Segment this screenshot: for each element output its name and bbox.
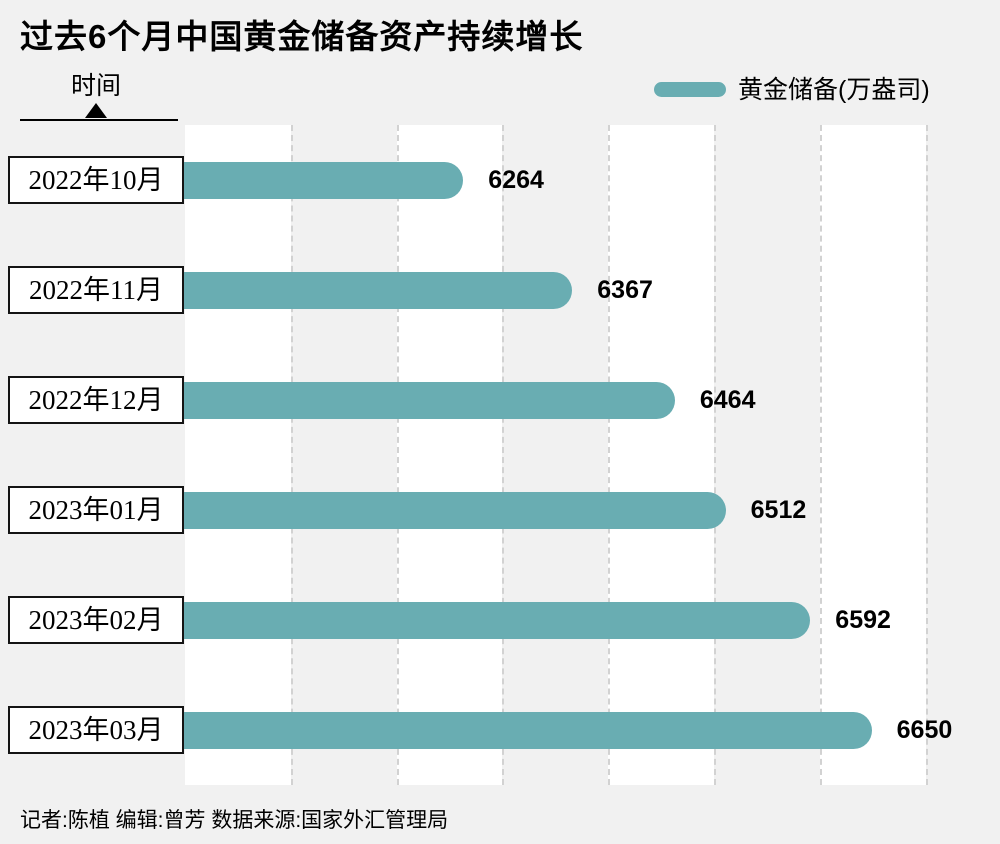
plot-stripe (819, 125, 926, 785)
gold-reserve-bar (184, 712, 872, 749)
category-label: 2023年01月 (8, 486, 184, 534)
value-label: 6592 (835, 606, 891, 634)
plot-area (185, 125, 970, 785)
plot-stripe (185, 125, 291, 785)
gridline (713, 125, 716, 785)
gold-reserve-bar (184, 272, 573, 309)
legend: 黄金储备(万盎司) (654, 70, 930, 106)
value-label: 6264 (488, 166, 544, 194)
category-label: 2022年11月 (8, 266, 184, 314)
gold-reserve-bar (184, 382, 675, 419)
category-label: 2022年10月 (8, 156, 184, 204)
gold-reserve-bar (184, 492, 726, 529)
plot-stripe (608, 125, 714, 785)
value-label: 6367 (597, 276, 653, 304)
value-label: 6512 (750, 496, 807, 524)
chart-title: 过去6个月中国黄金储备资产持续增长 (20, 18, 584, 55)
gold-reserve-bar (184, 162, 464, 199)
value-label: 6650 (896, 716, 953, 744)
axis-baseline (20, 119, 178, 121)
plot-stripe (396, 125, 503, 785)
gridline (290, 125, 293, 785)
value-label: 6464 (699, 386, 756, 414)
gridline (608, 125, 611, 785)
gold-reserve-bar (184, 602, 811, 639)
legend-label: 黄金储备(万盎司) (738, 76, 930, 104)
category-label: 2022年12月 (8, 376, 184, 424)
legend-swatch (654, 82, 726, 97)
gridline (925, 125, 928, 785)
category-label: 2023年03月 (8, 706, 184, 754)
gridline (819, 125, 822, 785)
footer-credits: 记者:陈植 编辑:曾芳 数据来源:国家外汇管理局 (20, 809, 449, 832)
axis-arrow-up-icon (85, 103, 107, 118)
gridline (502, 125, 505, 785)
time-axis-label: 时间 (71, 72, 122, 100)
gridline (396, 125, 399, 785)
category-label: 2023年02月 (8, 596, 184, 644)
